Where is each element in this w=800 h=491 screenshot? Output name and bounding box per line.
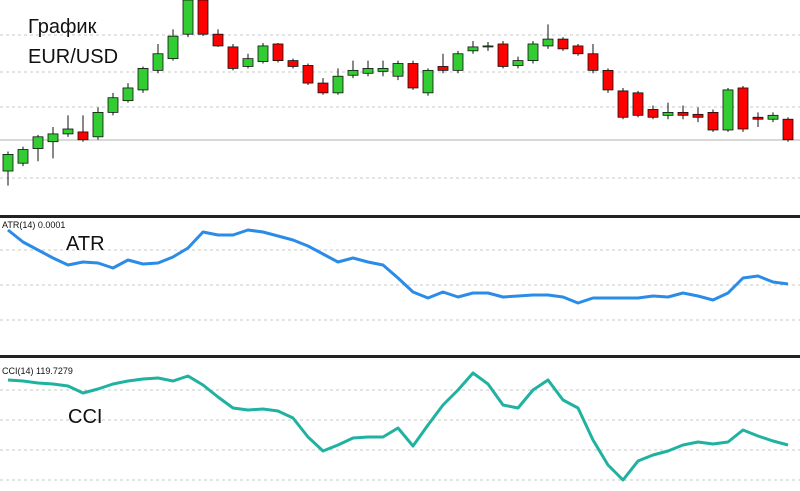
candle-body: [332, 75, 344, 94]
candle-body: [707, 111, 719, 131]
candle-body: [347, 69, 359, 76]
candle-body: [767, 114, 779, 120]
candle-body: [437, 66, 449, 71]
candle-body: [602, 69, 614, 91]
candle-body: [752, 116, 764, 120]
candle-body: [272, 43, 284, 61]
candle-body: [167, 35, 179, 60]
candle-body: [467, 46, 479, 52]
marks: [2, 0, 794, 482]
panel-separator: [0, 355, 800, 358]
candle-body: [197, 0, 209, 35]
candle-body: [2, 154, 14, 172]
candle-body: [617, 90, 629, 118]
candle-body: [77, 131, 89, 141]
annotation: График: [28, 16, 97, 38]
indicator-line: [7, 228, 789, 305]
candle-body: [452, 53, 464, 71]
candle-body: [587, 53, 599, 71]
annotation: EUR/USD: [28, 46, 118, 68]
candle-body: [152, 53, 164, 71]
candle-body: [107, 97, 119, 113]
candle-body: [692, 113, 704, 118]
candle-body: [542, 38, 554, 47]
candle-body: [422, 69, 434, 94]
candle-body: [782, 118, 794, 141]
candle-body: [647, 109, 659, 118]
panel-separator: [0, 215, 800, 218]
candle-body: [242, 58, 254, 67]
indicator-line: [7, 371, 789, 482]
candle-body: [377, 68, 389, 72]
candle-body: [302, 65, 314, 84]
candle-body: [632, 92, 644, 116]
candle-body: [32, 136, 44, 149]
candle-body: [92, 111, 104, 138]
candle-body: [212, 33, 224, 47]
annotation: CCI: [68, 406, 102, 428]
candle-body: [482, 45, 494, 48]
candle-body: [317, 82, 329, 94]
candle-body: [737, 87, 749, 130]
candle-body: [392, 63, 404, 77]
candle-body: [287, 60, 299, 67]
candle-body: [497, 43, 509, 67]
candle-body: [62, 128, 74, 135]
annotation: ATR: [66, 233, 105, 255]
candle-body: [722, 89, 734, 131]
candle-body: [182, 0, 194, 35]
candle-body: [662, 111, 674, 116]
panel-label: CCI(14) 119.7279: [2, 366, 73, 376]
candle-body: [122, 87, 134, 102]
candle-body: [677, 111, 689, 116]
panel-label: ATR(14) 0.0001: [2, 220, 65, 230]
candle-body: [137, 68, 149, 91]
candle-body: [557, 38, 569, 50]
candle-body: [512, 60, 524, 66]
candle-body: [362, 68, 374, 74]
candle-body: [527, 43, 539, 61]
candle-body: [407, 63, 419, 89]
candle-body: [227, 46, 239, 69]
candle-body: [572, 45, 584, 55]
grid: [0, 34, 800, 481]
candle-body: [17, 149, 29, 164]
candle-body: [257, 45, 269, 62]
candle-body: [47, 133, 59, 143]
